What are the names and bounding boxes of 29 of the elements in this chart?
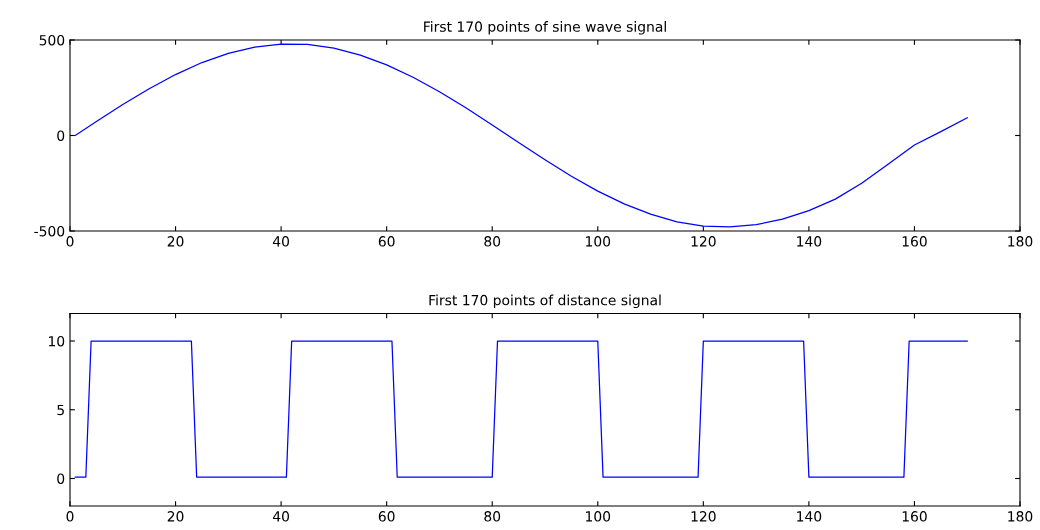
x-tick-label: 180	[1008, 511, 1033, 522]
x-tick-label: 80	[484, 236, 501, 247]
x-tick-label: 100	[586, 511, 611, 522]
chart-title: First 170 points of sine wave signal	[424, 21, 666, 35]
chart-title: First 170 points of distance signal	[429, 294, 661, 309]
y-tick-label: -500	[34, 225, 65, 237]
x-tick-label: 20	[167, 236, 184, 247]
x-tick-label: 80	[484, 511, 501, 522]
x-tick-label: 60	[378, 511, 395, 522]
x-tick-label: 0	[66, 236, 74, 247]
x-tick-label: 140	[797, 236, 822, 247]
line-series	[74, 43, 968, 228]
y-tick-label: 0	[57, 473, 65, 484]
x-tick-label: 140	[797, 511, 822, 522]
x-tick-label: 120	[691, 236, 716, 247]
x-tick-label: 180	[1008, 236, 1033, 247]
x-tick-label: 100	[586, 236, 611, 247]
y-tick-label: 500	[39, 34, 65, 46]
y-tick-label: 5	[57, 404, 64, 416]
x-tick-label: 40	[272, 236, 290, 247]
x-tick-label: 40	[272, 511, 290, 522]
x-tick-label: 160	[902, 511, 927, 522]
x-tick-label: 60	[378, 236, 395, 247]
y-tick-label: 10	[48, 335, 65, 347]
x-tick-label: 20	[167, 511, 184, 522]
x-tick-label: 120	[691, 511, 716, 522]
x-tick-label: 0	[66, 511, 74, 522]
y-tick-label: 0	[57, 130, 65, 141]
x-tick-label: 160	[902, 236, 927, 247]
